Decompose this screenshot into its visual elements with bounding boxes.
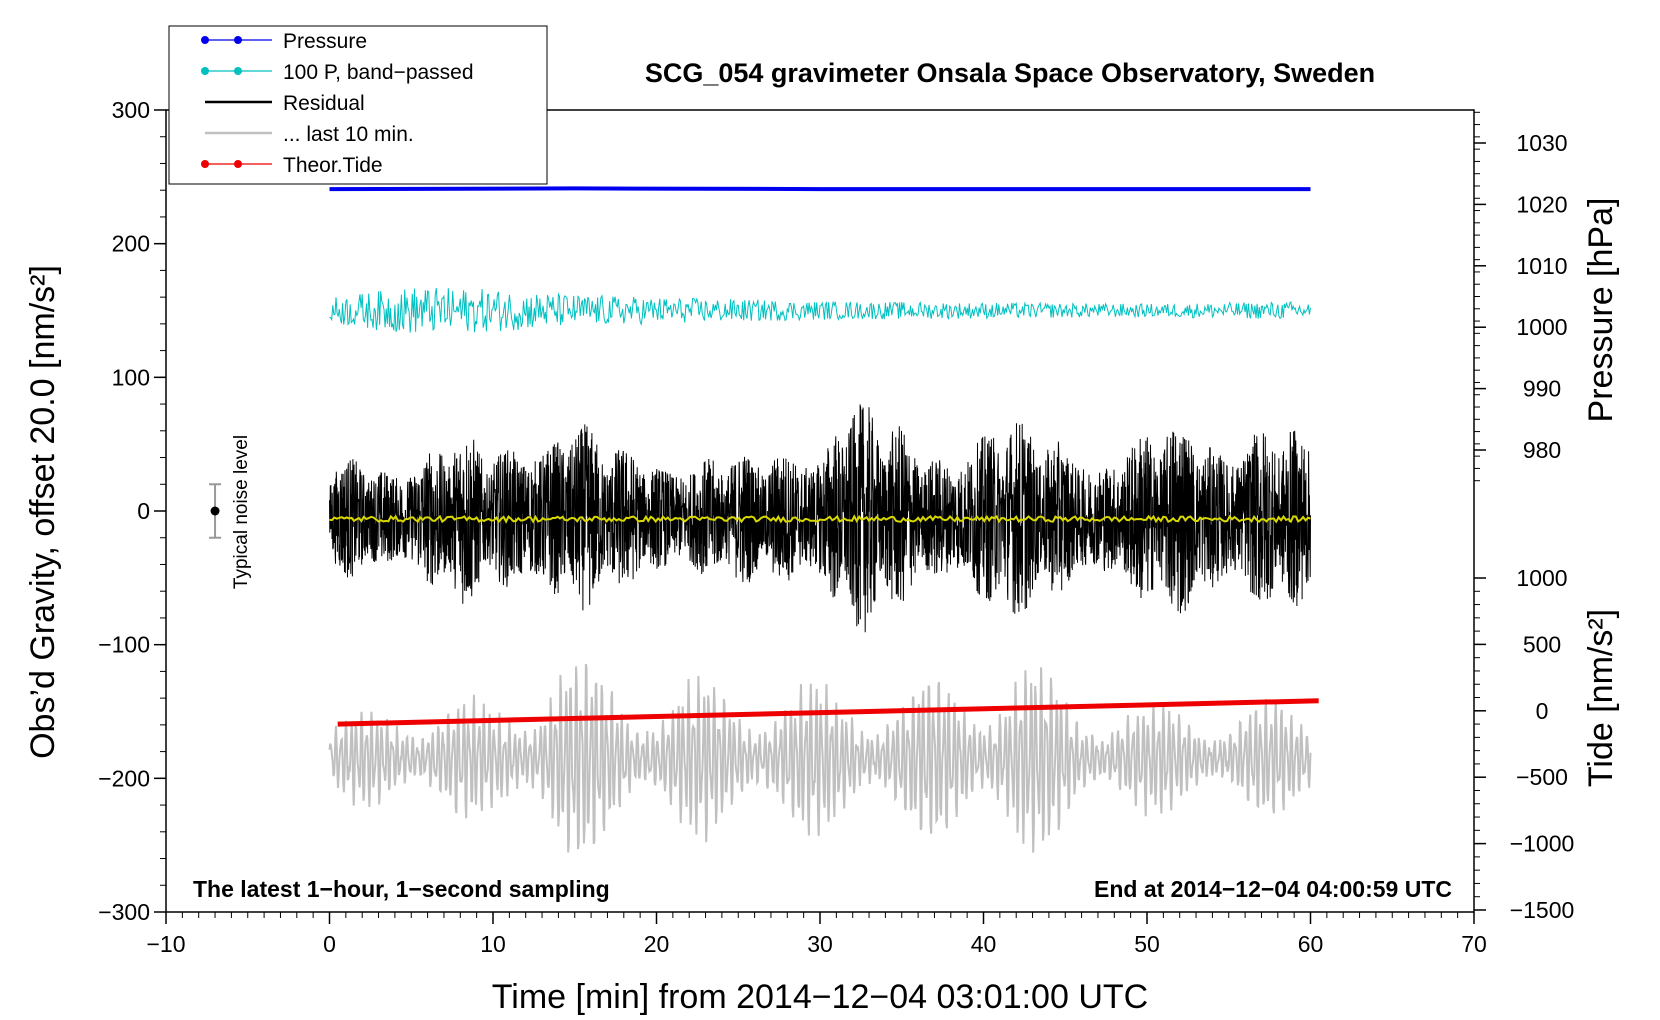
tide-tick-label: −1000 [1510, 831, 1575, 857]
y-left-tick-label: −200 [98, 765, 150, 791]
series-band-passed-pressure [329, 287, 1311, 333]
legend-marker [201, 36, 209, 44]
x-tick-label: 70 [1461, 931, 1487, 957]
y-axis-tide: 1000 500 0 −500 −1000 −1500 [1474, 565, 1574, 923]
pressure-tick-label: 1010 [1516, 253, 1567, 279]
legend-marker [201, 160, 209, 168]
legend-marker [234, 36, 242, 44]
legend-marker [234, 160, 242, 168]
chart-title: SCG_054 gravimeter Onsala Space Observat… [645, 58, 1375, 88]
x-axis-label: Time [min] from 2014−12−04 03:01:00 UTC [492, 978, 1148, 1016]
x-tick-label: 0 [323, 931, 336, 957]
x-tick-label: 30 [807, 931, 833, 957]
noise-center-dot [210, 506, 220, 516]
x-axis: −10 0 10 20 30 40 50 60 70 [146, 912, 1487, 957]
pressure-tick-label: 990 [1523, 376, 1561, 402]
y-axis-label-tide: Tide [nm/s²] [1582, 609, 1620, 787]
y-left-tick-label: −100 [98, 632, 150, 658]
series-residual-smoothed [329, 514, 1311, 524]
tide-tick-label: 500 [1523, 631, 1561, 657]
y-left-tick-label: 100 [112, 364, 150, 390]
legend-label: ... last 10 min. [283, 123, 414, 146]
annotation-sampling: The latest 1−hour, 1−second sampling [193, 876, 610, 902]
series-residual [329, 404, 1311, 633]
legend-label: 100 P, band−passed [283, 61, 474, 84]
pressure-tick-label: 1030 [1516, 130, 1567, 156]
tide-tick-label: −500 [1516, 764, 1568, 790]
legend-label: Pressure [283, 30, 367, 53]
series-pressure [329, 186, 1311, 192]
y-left-tick-label: −300 [98, 899, 150, 925]
series-layer [328, 186, 1319, 853]
tide-tick-label: 0 [1536, 698, 1549, 724]
x-tick-label: 50 [1134, 931, 1160, 957]
y-axis-label-left: Obs’d Gravity, offset 20.0 [nm/s²] [24, 265, 62, 759]
series-theoretical-tide [337, 698, 1319, 727]
x-tick-label: 20 [644, 931, 670, 957]
legend-marker [201, 67, 209, 75]
legend-label: Residual [283, 92, 365, 115]
tide-tick-label: −1500 [1510, 897, 1575, 923]
legend-marker [234, 67, 242, 75]
pressure-tick-label: 1000 [1516, 314, 1567, 340]
y-left-tick-label: 200 [112, 231, 150, 257]
tide-tick-label: 1000 [1516, 565, 1567, 591]
legend: Pressure 100 P, band−passed Residual ... la… [201, 30, 474, 177]
annotation-end-time: End at 2014−12−04 04:00:59 UTC [1094, 876, 1452, 902]
noise-level-label: Typical noise level [231, 435, 252, 589]
y-axis-pressure: 1030 1020 1010 1000 990 980 [1474, 111, 1568, 482]
legend-label: Theor.Tide [283, 154, 383, 177]
y-axis-left: 300 200 100 0 −100 −200 −300 [98, 97, 166, 925]
x-tick-label: 60 [1298, 931, 1324, 957]
y-left-tick-label: 300 [112, 97, 150, 123]
y-left-tick-label: 0 [137, 498, 150, 524]
x-tick-label: 10 [480, 931, 506, 957]
legend-box [168, 25, 548, 185]
pressure-tick-label: 1020 [1516, 191, 1567, 217]
noise-level-indicator [209, 483, 222, 539]
y-axis-label-pressure: Pressure [hPa] [1582, 198, 1620, 423]
x-tick-label: 40 [971, 931, 997, 957]
pressure-tick-label: 980 [1523, 437, 1561, 463]
x-tick-label: −10 [146, 931, 185, 957]
series-last-10-min [328, 663, 1312, 853]
